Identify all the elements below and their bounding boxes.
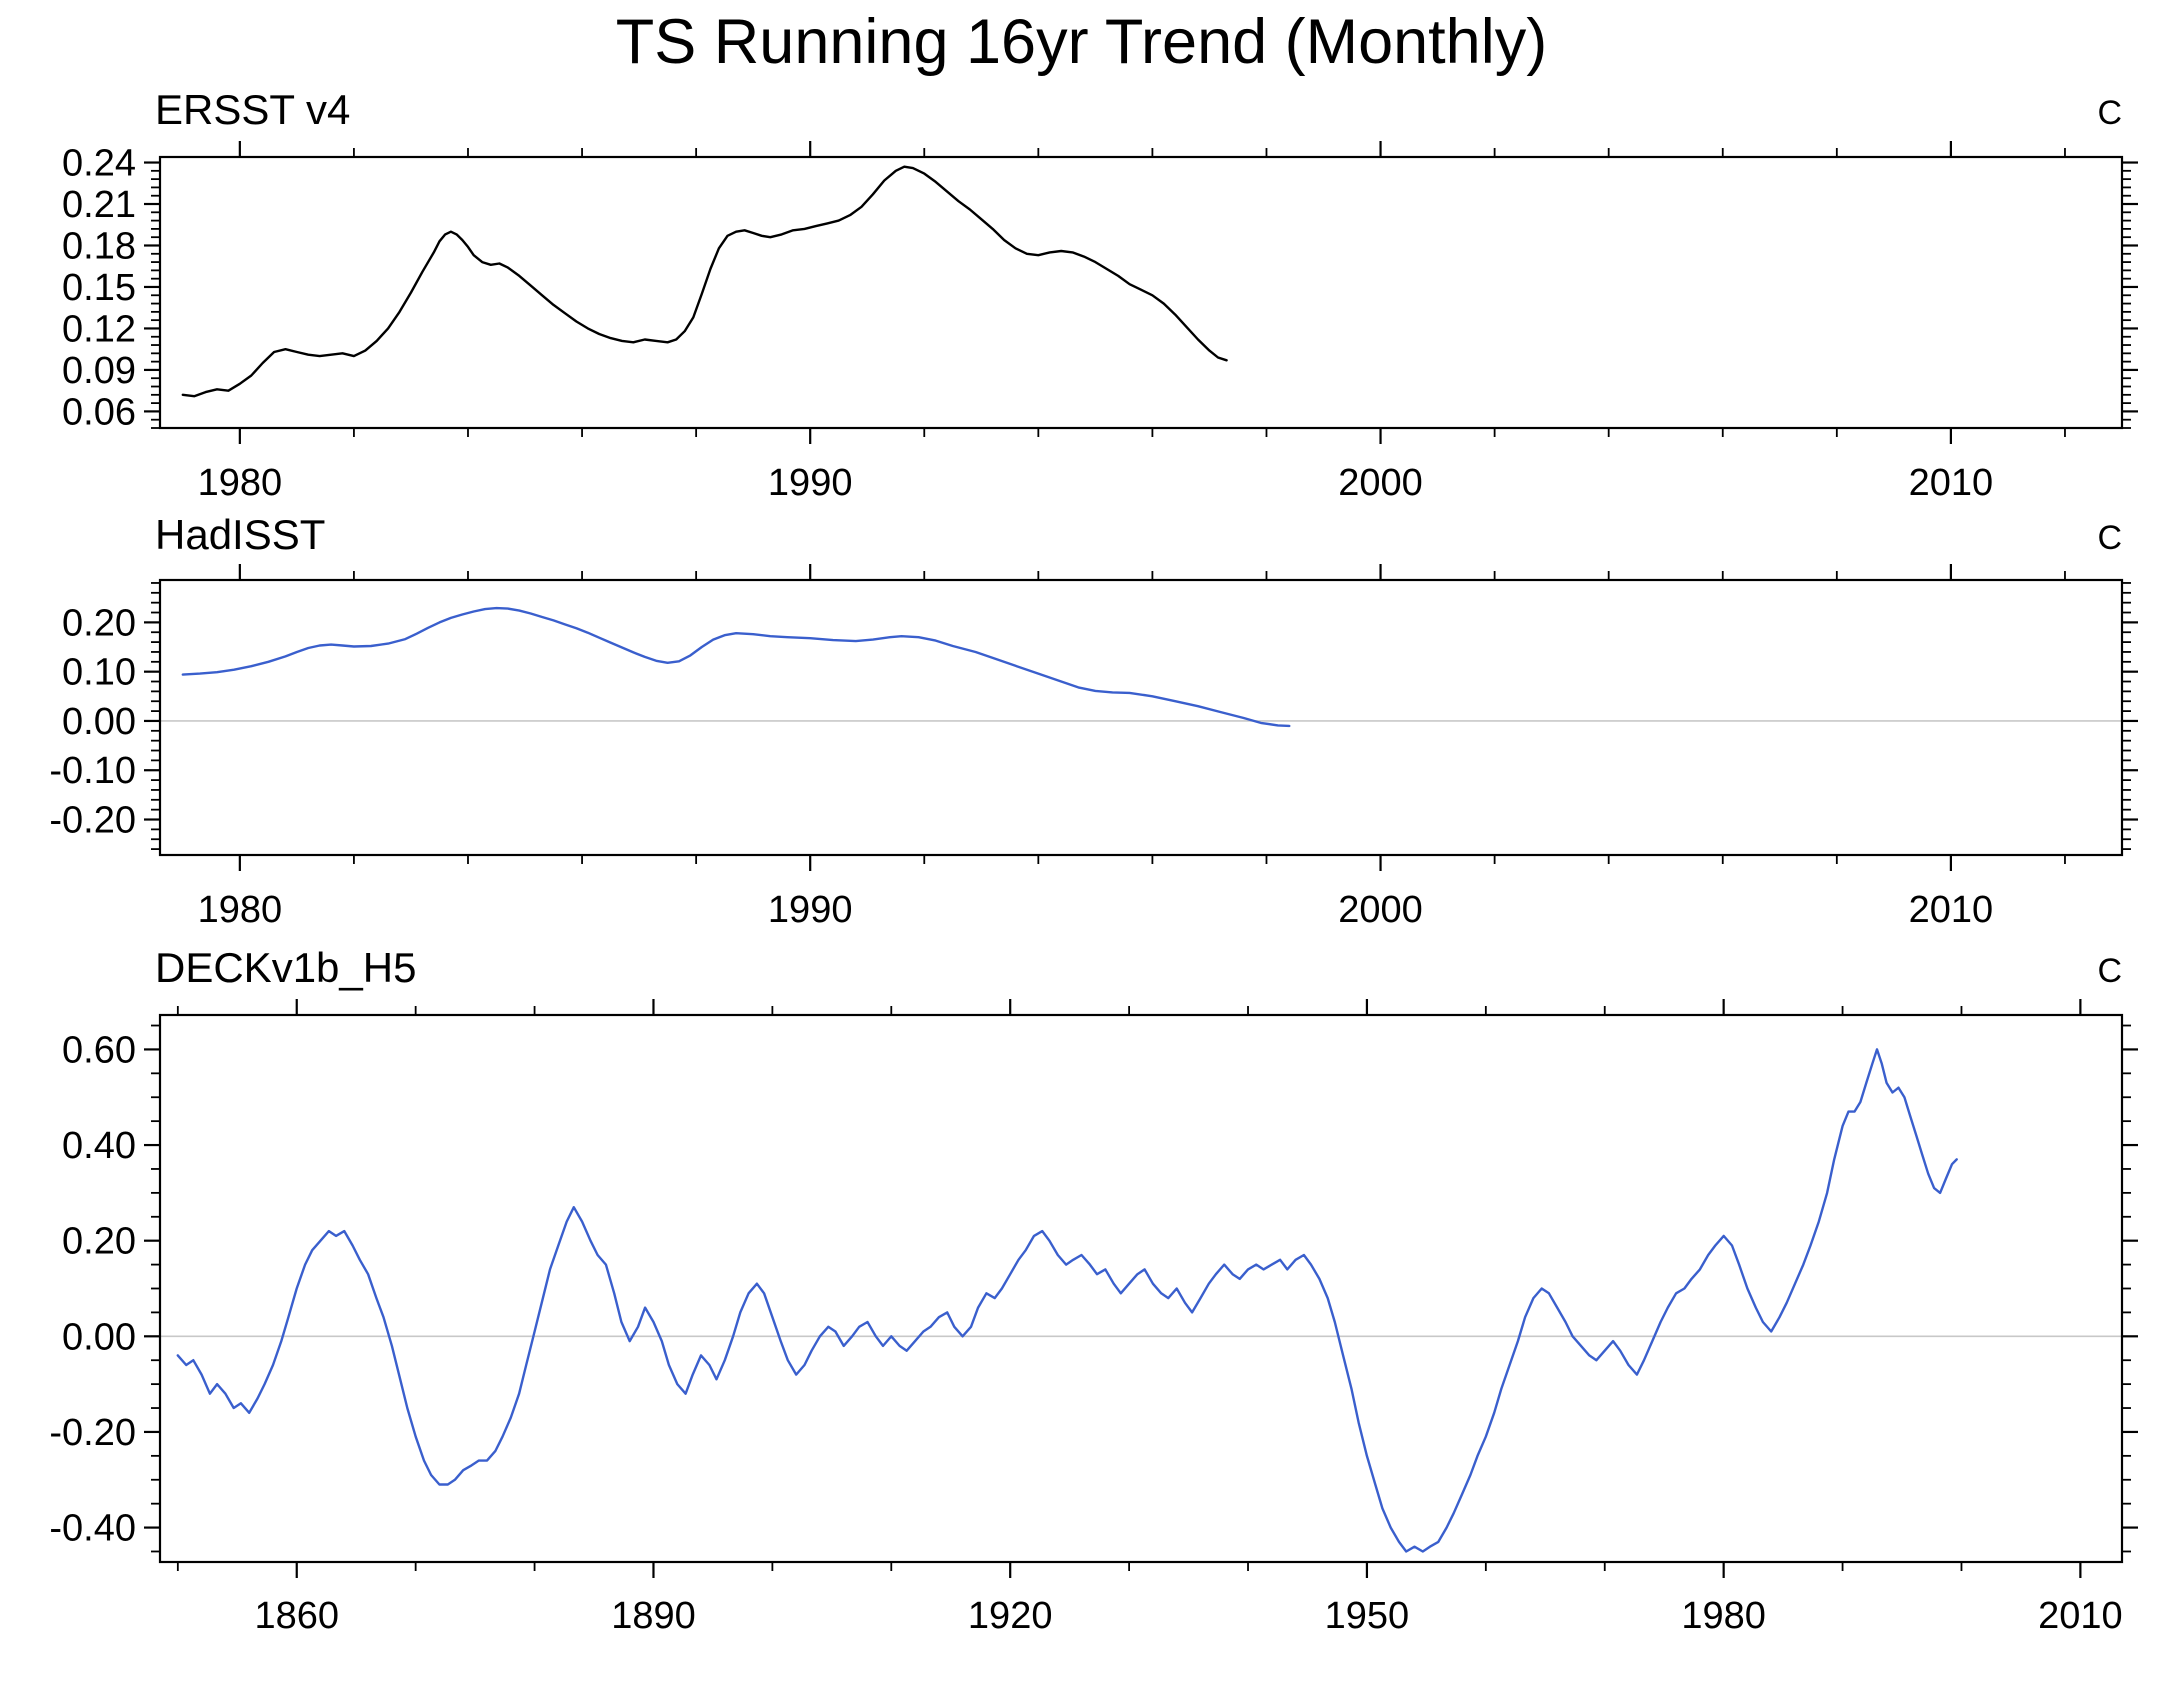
panel-2: 1860 1890 1920 1950 1980 2010 -0.40 -0.20 0.00 0.… — [49, 999, 2138, 1637]
x-tick-label: 1980 — [198, 462, 283, 504]
units-label-deckv1b-h5: C — [2097, 952, 2122, 990]
y-tick-label: 0.09 — [62, 350, 136, 392]
y-tick-label: 0.06 — [62, 391, 136, 433]
panel-title-hadisst: HadISST — [155, 511, 326, 558]
x-tick-label: 1980 — [1681, 1595, 1766, 1637]
x-tick-label: 1990 — [768, 462, 853, 504]
y-tick-label: 0.24 — [62, 143, 136, 185]
x-tick-label: 1990 — [768, 889, 853, 931]
trend-line — [181, 165, 1228, 398]
panel-header-hadisst: HadISST C — [155, 511, 2122, 559]
y-tick-label: 0.20 — [62, 1221, 136, 1263]
x-tick-label: 1890 — [611, 1595, 696, 1637]
y-tick-label: 0.10 — [62, 652, 136, 694]
trend-line — [176, 1048, 1958, 1553]
chart-title: TS Running 16yr Trend (Monthly) — [615, 7, 1548, 77]
x-tick-label: 1980 — [198, 889, 283, 931]
x-tick-label: 1920 — [968, 1595, 1053, 1637]
y-tick-label: 0.18 — [62, 225, 136, 267]
y-tick-label: -0.40 — [49, 1508, 136, 1550]
y-tick-label: -0.10 — [49, 750, 136, 792]
y-tick-label: -0.20 — [49, 800, 136, 842]
y-tick-label: 0.20 — [62, 602, 136, 644]
panel-1: 1980 1990 2000 2010 -0.20 -0.10 0.00 0.10 0.20 — [49, 564, 2138, 931]
panel-header-deckv1b-h5: DECKv1b_H5 C — [155, 944, 2122, 992]
trend-line — [181, 606, 1291, 728]
x-tick-label: 1950 — [1325, 1595, 1410, 1637]
x-tick-label: 2000 — [1338, 462, 1423, 504]
units-label-hadisst: C — [2097, 519, 2122, 557]
y-tick-label: 0.12 — [62, 308, 136, 350]
x-tick-label: 2000 — [1338, 889, 1423, 931]
y-tick-label: 0.00 — [62, 1316, 136, 1358]
axis-frame — [158, 155, 2124, 430]
panel-header-ersst-v4: ERSST v4 C — [155, 86, 2122, 134]
y-tick-label: 0.60 — [62, 1029, 136, 1071]
y-tick-label: 0.21 — [62, 184, 136, 226]
y-tick-label: 0.40 — [62, 1125, 136, 1167]
panel-title-deckv1b-h5: DECKv1b_H5 — [155, 944, 417, 991]
panel-0: 1980 1990 2000 2010 0.060.090.120.150.180.21… — [62, 141, 2138, 504]
y-tick-label: 0.15 — [62, 267, 136, 309]
y-tick-label: -0.20 — [49, 1412, 136, 1454]
panel-title-ersst-v4: ERSST v4 — [155, 86, 351, 133]
x-tick-label: 2010 — [1909, 889, 1994, 931]
units-label-ersst-v4: C — [2097, 94, 2122, 132]
axis-frame — [158, 578, 2124, 857]
x-tick-label: 2010 — [1909, 462, 1994, 504]
x-tick-label: 2010 — [2038, 1595, 2123, 1637]
x-tick-label: 1860 — [254, 1595, 339, 1637]
y-tick-label: 0.00 — [62, 701, 136, 743]
